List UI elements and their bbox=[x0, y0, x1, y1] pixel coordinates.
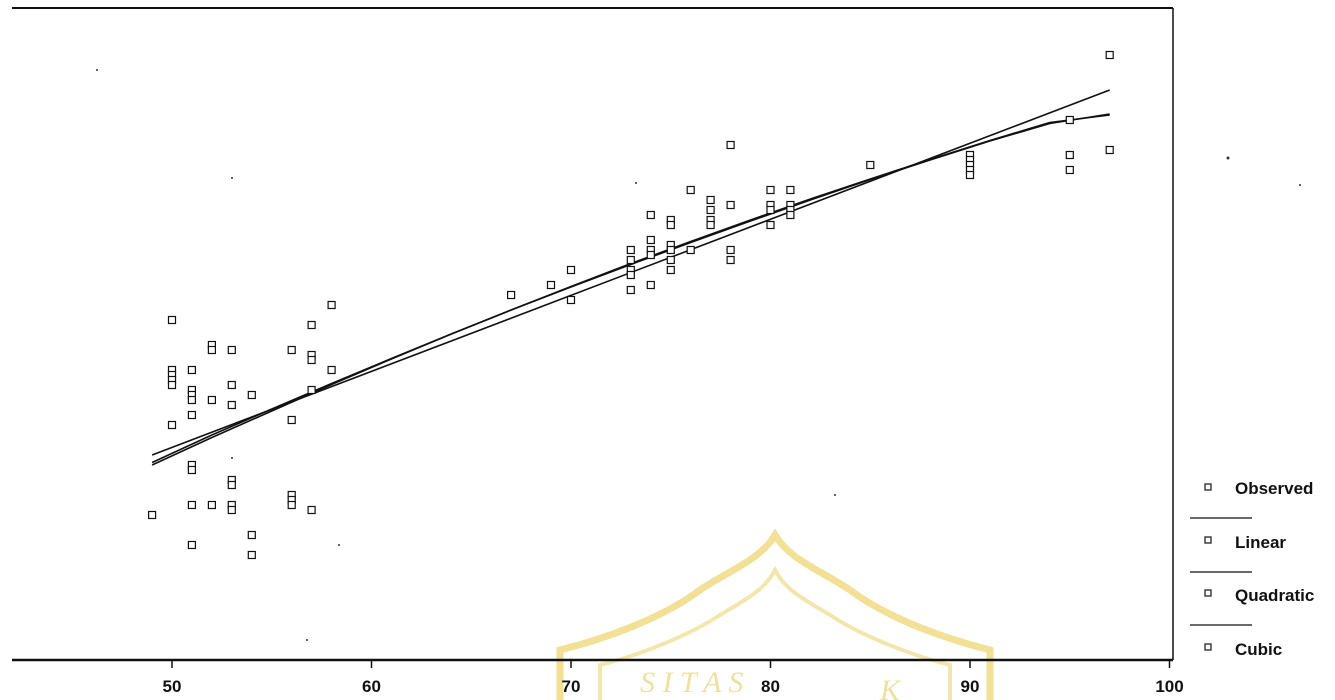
observed-point bbox=[646, 280, 655, 290]
observed-point bbox=[666, 255, 675, 265]
observed-point bbox=[626, 270, 635, 280]
observed-point bbox=[247, 390, 256, 400]
observed-point bbox=[726, 200, 735, 210]
svg-text:K: K bbox=[879, 674, 902, 700]
observed-point bbox=[167, 315, 177, 325]
observed-marker-icon bbox=[1204, 483, 1212, 491]
observed-point bbox=[1105, 50, 1114, 60]
svg-text:S I T A S: S I T A S bbox=[640, 666, 743, 699]
observed-point bbox=[1105, 145, 1114, 155]
observed-point bbox=[965, 170, 975, 180]
observed-point bbox=[187, 540, 196, 550]
observed-point bbox=[1065, 115, 1074, 125]
linear-marker-icon bbox=[1204, 536, 1212, 544]
observed-point bbox=[666, 245, 675, 255]
observed-point bbox=[187, 395, 196, 405]
observed-point bbox=[287, 345, 296, 355]
observed-point bbox=[866, 160, 875, 170]
observed-point bbox=[167, 420, 177, 430]
observed-point bbox=[646, 210, 655, 220]
legend-item-linear: Linear bbox=[1204, 533, 1286, 552]
observed-points bbox=[148, 50, 1114, 560]
observed-point bbox=[666, 220, 675, 230]
x-tick-label: 50 bbox=[163, 677, 182, 696]
observed-point bbox=[227, 505, 236, 515]
observed-point bbox=[726, 140, 735, 150]
legend-label-cubic: Cubic bbox=[1235, 640, 1282, 659]
observed-point bbox=[307, 505, 316, 515]
observed-point bbox=[507, 290, 516, 300]
cubic-marker-icon bbox=[1204, 643, 1212, 651]
observed-point bbox=[646, 250, 655, 260]
x-tick-label: 100 bbox=[1155, 677, 1183, 696]
observed-point bbox=[227, 345, 236, 355]
observed-point bbox=[766, 205, 775, 215]
legend-label-observed: Observed bbox=[1235, 479, 1313, 498]
observed-point bbox=[566, 295, 576, 305]
legend-item-cubic: Cubic bbox=[1204, 640, 1282, 659]
quadratic-marker-icon bbox=[1204, 589, 1212, 597]
x-tick-label: 90 bbox=[961, 677, 980, 696]
legend-item-quadratic: Quadratic bbox=[1204, 586, 1314, 605]
observed-point bbox=[686, 185, 695, 195]
observed-point bbox=[307, 385, 316, 395]
observed-point bbox=[207, 345, 216, 355]
observed-point bbox=[1065, 150, 1074, 160]
observed-point bbox=[327, 365, 336, 375]
x-tick-label: 70 bbox=[562, 677, 581, 696]
observed-point bbox=[207, 500, 216, 510]
observed-point bbox=[167, 380, 177, 390]
observed-point bbox=[786, 185, 795, 195]
observed-point bbox=[546, 280, 556, 290]
observed-point bbox=[786, 210, 795, 220]
x-tick-label: 60 bbox=[362, 677, 381, 696]
observed-point bbox=[187, 410, 196, 420]
observed-point bbox=[726, 255, 735, 265]
observed-point bbox=[187, 365, 196, 375]
observed-point bbox=[626, 245, 635, 255]
observed-point bbox=[706, 205, 715, 215]
observed-point bbox=[766, 185, 775, 195]
observed-point bbox=[307, 320, 316, 330]
observed-point bbox=[566, 265, 576, 275]
observed-point bbox=[207, 395, 216, 405]
legend-item-observed: Observed bbox=[1204, 479, 1313, 498]
observed-point bbox=[706, 195, 715, 205]
observed-point bbox=[287, 500, 296, 510]
scan-specks bbox=[96, 69, 1301, 641]
legend: Observed Linear Quadratic Cubic bbox=[1190, 479, 1314, 659]
observed-point bbox=[666, 265, 675, 275]
observed-point bbox=[706, 220, 715, 230]
observed-point bbox=[148, 510, 157, 520]
observed-point bbox=[766, 220, 775, 230]
x-axis-ticks: 50 60 70 80 90 100 bbox=[163, 660, 1184, 696]
plot-frame bbox=[12, 7, 1174, 662]
observed-point bbox=[247, 530, 256, 540]
observed-point bbox=[227, 480, 236, 490]
observed-point bbox=[726, 245, 735, 255]
observed-point bbox=[307, 355, 316, 365]
observed-point bbox=[686, 245, 695, 255]
legend-label-linear: Linear bbox=[1235, 533, 1286, 552]
legend-label-quadratic: Quadratic bbox=[1235, 586, 1314, 605]
x-tick-label: 80 bbox=[761, 677, 780, 696]
observed-point bbox=[327, 300, 336, 310]
observed-point bbox=[227, 400, 236, 410]
observed-point bbox=[646, 235, 655, 245]
observed-point bbox=[626, 285, 635, 295]
observed-point bbox=[187, 500, 196, 510]
seal-watermark: S I T A S K bbox=[556, 528, 994, 700]
observed-point bbox=[247, 550, 256, 560]
observed-point bbox=[626, 255, 635, 265]
observed-point bbox=[1065, 165, 1074, 175]
observed-point bbox=[227, 380, 236, 390]
observed-point bbox=[187, 465, 196, 475]
observed-point bbox=[287, 415, 296, 425]
